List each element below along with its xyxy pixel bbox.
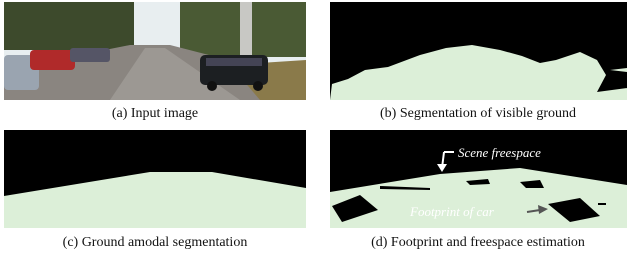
caption: (c) Ground amodal segmentation — [63, 235, 248, 250]
annotation: Scene freespace — [458, 145, 541, 160]
caption: (a) Input image — [112, 106, 198, 121]
figure: (a) Input image (b) Segmentation of visi… — [0, 0, 633, 254]
visible-ground-segmentation — [330, 2, 627, 100]
annotation: Footprint of car — [409, 204, 495, 219]
amodal-ground-segmentation — [4, 130, 306, 228]
caption: (d) Footprint and freespace estimation — [371, 235, 585, 250]
caption: (b) Segmentation of visible ground — [380, 106, 576, 121]
input-image — [4, 2, 306, 100]
